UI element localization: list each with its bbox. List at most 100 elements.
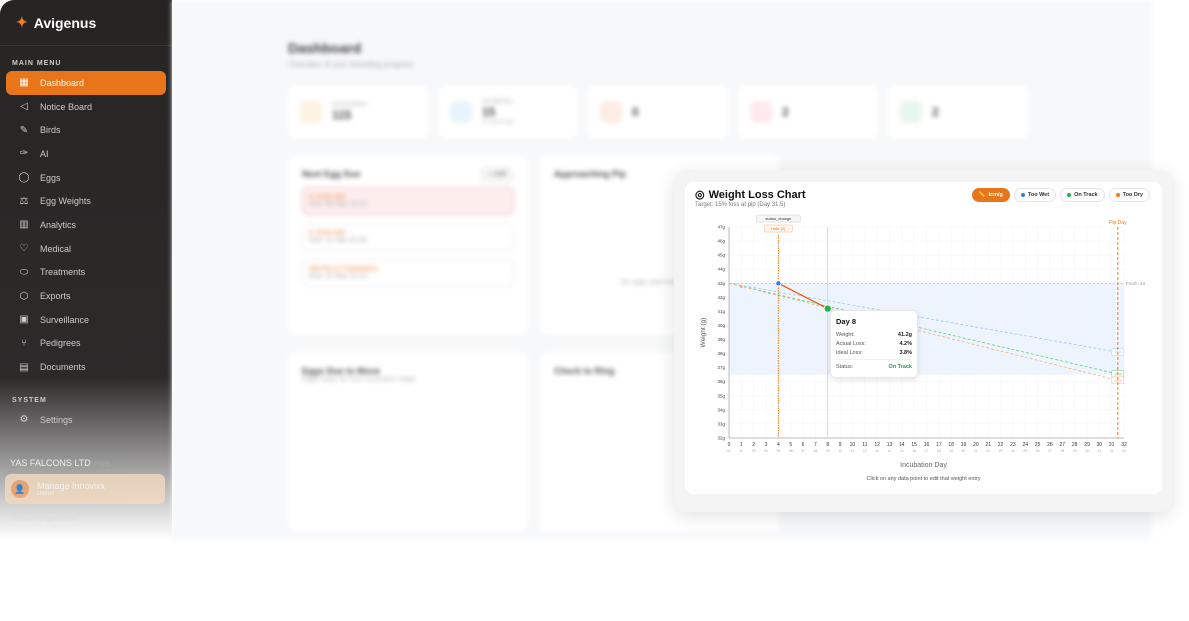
legend-too-dry: Too Dry (1108, 188, 1150, 202)
x-tick-label: 23 (1010, 442, 1016, 448)
y-tick-label: 40g (717, 323, 725, 328)
chart-title: ◎ Weight Loss Chart (695, 188, 806, 202)
y-tick-label: 45g (717, 253, 725, 258)
x-sub-tick-label: 12 (863, 449, 867, 453)
x-tick-label: 18 (948, 442, 954, 448)
x-sub-tick-label: 20 (962, 449, 966, 453)
sidebar-item-pedigrees[interactable]: ⑂ Pedigrees (6, 332, 166, 356)
y-tick-label: 35g (717, 393, 725, 398)
x-tick-label: 1 (740, 442, 743, 448)
logo-icon: ✦ (16, 14, 28, 30)
add-egg-button[interactable]: + Add (479, 167, 514, 182)
weight-data-point[interactable] (823, 304, 832, 313)
y-tick-label: 38g (717, 351, 725, 356)
sidebar-item-medical[interactable]: ♡ Medical (19, 243, 72, 255)
event-label: Hole (2) (771, 226, 786, 231)
x-sub-tick-label: 30 (1085, 449, 1089, 453)
sidebar-item-dashboard[interactable]: ▦ Dashboard (6, 71, 166, 95)
y-tick-label: 42g (717, 295, 725, 300)
chart-target: Target: 15% loss at pip (Day 31.5) (695, 202, 786, 208)
x-tick-label: 5 (789, 442, 792, 448)
x-sub-tick-label: 09 (826, 449, 830, 453)
x-tick-label: 28 (1072, 442, 1078, 448)
weight-chart-plot[interactable]: 0011022033044055066077088099101011111212… (685, 182, 1162, 494)
sidebar-item-birds[interactable]: ✎ Birds (19, 124, 61, 136)
sidebar: ✦ Avigenus MAIN MENU ▦ Dashboard ◁ Notice Bo… (0, 0, 172, 540)
bird-icon: ✎ (19, 124, 29, 136)
egg-row[interactable]: F-2026-008 Due: 08 Mar 15:16 (302, 187, 514, 215)
event-badge (756, 214, 801, 223)
egg-row[interactable]: 0847ELO7729283914 Due: 11 Mar 14:13 (302, 259, 514, 287)
stat-icon (900, 101, 922, 123)
legend: 📏 lcm/g Too Wet On Track Too Dry (971, 188, 1150, 202)
x-sub-tick-label: 19 (949, 449, 953, 453)
weight-data-point[interactable] (775, 280, 782, 287)
x-tick-label: 26 (1047, 442, 1053, 448)
main-menu-label: MAIN MENU (12, 60, 62, 67)
document-icon: ▤ (19, 361, 29, 373)
sidebar-item-analytics[interactable]: ▥ Analytics (19, 219, 77, 231)
logo[interactable]: ✦ Avigenus (0, 0, 172, 46)
sidebar-item-exports[interactable]: ⬡ Exports (19, 290, 71, 302)
ruler-icon: 📏 (978, 192, 986, 198)
y-tick-label: 33g (717, 421, 725, 426)
x-sub-tick-label: 03 (752, 449, 756, 453)
ideal-start-point (740, 285, 743, 288)
x-sub-tick-label: 28 (1060, 449, 1064, 453)
sidebar-item-ai[interactable]: ✑ AI (19, 148, 49, 160)
system-label: SYSTEM (12, 396, 47, 404)
sidebar-item-settings[interactable]: ⚙ Settings (19, 414, 73, 426)
x-tick-label: 12 (874, 442, 880, 448)
y-tick-label: 37g (717, 365, 725, 370)
y-tick-label: 43g (717, 281, 725, 286)
sidebar-item-documents[interactable]: ▤ Documents (19, 361, 86, 373)
stat-icon (750, 101, 772, 123)
page-subtitle: Overview of your breeding program (288, 60, 414, 69)
eggs-due-to-move-panel: Eggs Due to Move Eggs ready for next incu… (288, 352, 528, 532)
org-name: YAS FALCONS LTD FREE (10, 458, 111, 468)
x-sub-tick-label: 21 (974, 449, 978, 453)
x-tick-label: 8 (826, 442, 829, 448)
x-sub-tick-label: 18 (937, 449, 941, 453)
x-tick-label: 27 (1060, 442, 1066, 448)
tooltip-row: Actual Loss: 4.2% (836, 341, 912, 347)
stat-card: 2 (888, 85, 1028, 139)
stat-icon (300, 101, 322, 123)
syringe-icon: ✑ (19, 148, 29, 160)
x-tick-label: 20 (973, 442, 979, 448)
y-tick-label: 34g (717, 407, 725, 412)
unit-toggle-button[interactable]: 📏 lcm/g (971, 188, 1010, 202)
x-tick-label: 17 (936, 442, 942, 448)
x-tick-label: 16 (924, 442, 930, 448)
x-sub-tick-label: 02 (739, 449, 743, 453)
sidebar-item-egg-weights[interactable]: ⚖ Egg Weights (19, 195, 91, 207)
sidebar-item-treatments[interactable]: ⬭ Treatments (19, 266, 86, 278)
x-tick-label: 7 (814, 442, 817, 448)
default-org[interactable]: Default Organization (14, 516, 78, 523)
egg-row[interactable]: F-2026-006 Due: 11 Mar 01:46 (302, 223, 514, 251)
y-tick-label: 32g (717, 436, 725, 441)
sidebar-item-notice-board[interactable]: ◁ Notice Board (6, 95, 166, 119)
user-switcher[interactable]: 👤 Manage Innovixx Owner (5, 474, 165, 504)
x-tick-label: 22 (998, 442, 1004, 448)
tooltip-row: Weight: 41.2g (836, 332, 912, 338)
x-sub-tick-label: 11 (851, 449, 855, 453)
pill-icon: ⬭ (19, 266, 29, 278)
x-tick-label: 0 (728, 442, 731, 448)
sidebar-item-eggs[interactable]: ◯ Eggs (18, 172, 61, 184)
ideal-loss-label: 16% (1114, 378, 1122, 383)
x-sub-tick-label: 10 (838, 449, 842, 453)
x-sub-tick-label: 06 (789, 449, 793, 453)
pip-day-label: Pip Day (1109, 220, 1127, 226)
y-tick-label: 36g (717, 379, 725, 384)
x-sub-tick-label: 29 (1073, 449, 1077, 453)
stat-icon (450, 101, 472, 123)
x-sub-tick-label: 25 (1023, 449, 1027, 453)
sidebar-item-surveillance[interactable]: ▣ Surveillance (19, 314, 90, 326)
x-sub-tick-label: 07 (801, 449, 805, 453)
stethoscope-icon: ♡ (19, 243, 29, 255)
bar-chart-icon: ▥ (19, 219, 29, 231)
event-badge (764, 224, 793, 233)
x-tick-label: 21 (985, 442, 991, 448)
x-tick-label: 19 (961, 442, 967, 448)
